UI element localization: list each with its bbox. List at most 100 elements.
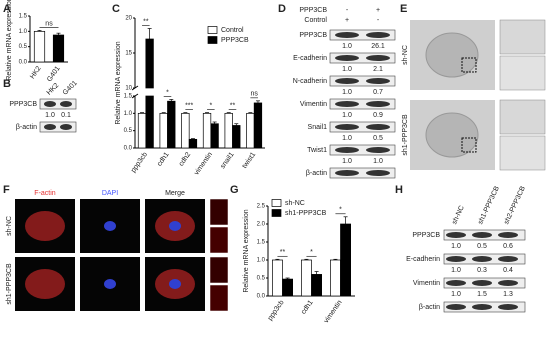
blot-band: [472, 280, 492, 286]
x-tick-label: ppp3cb: [267, 299, 286, 322]
bar: [145, 38, 154, 89]
blot-label: Snail1: [308, 124, 328, 131]
blot-band: [446, 256, 466, 262]
blot-frame: [329, 121, 396, 133]
legend-label: PPP3CB: [221, 37, 249, 44]
inset-image: [499, 19, 546, 55]
inset-image: [499, 99, 546, 135]
lane-label: HK2: [46, 82, 61, 97]
column-label: F-actin: [34, 190, 56, 197]
blot-band: [472, 304, 492, 310]
nucleus: [169, 279, 181, 289]
y-axis-label: Relative mRNA expression: [6, 0, 13, 81]
condition-sign: +: [345, 17, 349, 24]
y-tick-label: 0.0: [19, 60, 28, 66]
blot-frame: [329, 75, 396, 87]
y-tick-label: 1.5: [257, 240, 266, 246]
blot-band: [335, 55, 359, 61]
bar: [253, 102, 263, 149]
condition-sign: -: [346, 7, 349, 14]
blot-band: [366, 124, 390, 130]
blot-band: [472, 256, 492, 262]
blot-label: Vimentin: [300, 101, 327, 108]
y-tick-label: 1.5: [124, 94, 133, 100]
blot-band: [366, 101, 390, 107]
y-tick-label: 0.5: [124, 128, 133, 134]
inset-image: [209, 256, 229, 284]
bar: [246, 112, 255, 149]
blot-quant: 1.0: [342, 135, 352, 142]
blot-frame: [329, 52, 396, 64]
blot-label: Twist1: [307, 147, 327, 154]
blot-quant: 0.4: [503, 267, 513, 274]
inset-image: [499, 135, 546, 171]
x-tick-label: G401: [46, 65, 62, 83]
x-tick-label: snail1: [219, 151, 235, 170]
x-tick-label: cdh1: [300, 299, 315, 316]
blot-quant: 2.1: [373, 66, 383, 73]
blot-quant: 1.0: [451, 267, 461, 274]
condition-label: PPP3CB: [299, 7, 327, 14]
legend-swatch: [271, 209, 282, 217]
condition-sign: +: [376, 7, 380, 14]
bar: [33, 30, 46, 63]
nucleus: [169, 221, 181, 231]
legend-label: Control: [221, 27, 244, 34]
bar: [282, 278, 293, 297]
blot-label: N-cadherin: [293, 78, 327, 85]
blot-label: β-actin: [419, 304, 440, 311]
legend-label: sh1-PPP3CB: [285, 210, 327, 217]
bar: [181, 112, 190, 149]
blot-band: [44, 101, 56, 107]
blot-label: PPP3CB: [412, 232, 440, 239]
legend-swatch: [207, 26, 218, 34]
y-tick-label: 2.0: [257, 222, 266, 228]
blot-band: [366, 55, 390, 61]
row-label: sh1-PPP3CB: [402, 114, 409, 156]
blot-band: [366, 78, 390, 84]
blot-band: [60, 124, 72, 130]
panel-label: E: [400, 3, 407, 15]
bar: [232, 125, 241, 149]
column-label: DAPI: [102, 190, 118, 197]
significance: *: [310, 249, 313, 256]
bar: [167, 100, 176, 149]
blot-band: [335, 101, 359, 107]
significance: **: [143, 18, 149, 25]
blot-band: [498, 304, 518, 310]
lane-label: G401: [62, 80, 79, 97]
bar: [224, 112, 233, 149]
cell-actin: [25, 269, 65, 299]
blot-frame: [329, 29, 396, 41]
blot-quant: 0.7: [373, 89, 383, 96]
x-tick-label: vimentin: [323, 299, 344, 324]
cell-actin: [25, 211, 65, 241]
panel-label: B: [3, 78, 11, 90]
y-tick-label: 0.5: [257, 276, 266, 282]
blot-quant: 0.5: [373, 135, 383, 142]
blot-frame: [329, 144, 396, 156]
bar: [188, 138, 198, 149]
blot-band: [446, 232, 466, 238]
legend-swatch: [207, 36, 218, 44]
y-tick-label: 0.0: [124, 146, 133, 152]
row-label: sh1-PPP3CB: [6, 263, 13, 305]
blot-label: PPP3CB: [299, 32, 327, 39]
y-tick-label: 2.5: [257, 204, 266, 210]
y-axis-label: Relative mRNA expression: [115, 41, 122, 124]
significance: *: [209, 102, 212, 109]
blot-quant: 26.1: [371, 43, 385, 50]
blot-band: [366, 147, 390, 153]
blot-frame: [329, 167, 396, 179]
lane-label: sh2-PPP3CB: [503, 185, 527, 226]
blot-label: E-cadherin: [293, 55, 327, 62]
blot-quant: 1.0: [342, 43, 352, 50]
blot-band: [335, 170, 359, 176]
condition-label: Control: [304, 17, 327, 24]
significance: *: [166, 89, 169, 96]
blot-band: [335, 78, 359, 84]
significance: **: [280, 249, 286, 256]
blot-frame: [329, 98, 396, 110]
blot-frame: [39, 121, 77, 133]
